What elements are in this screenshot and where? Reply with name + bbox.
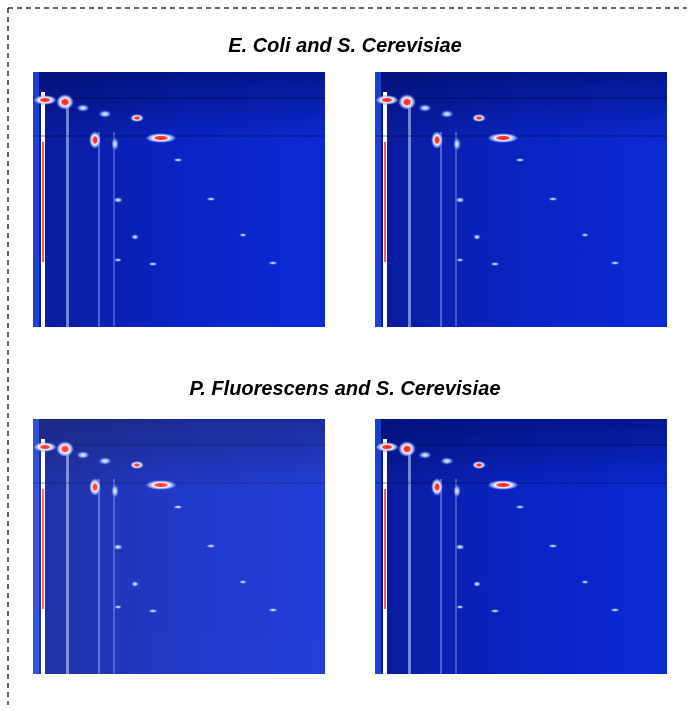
heatmap — [33, 72, 325, 327]
panel-title: E. Coli and S. Cerevisiae — [228, 35, 461, 57]
figure: E. Coli and S. Cerevisiae P. Fluorescens… — [0, 0, 687, 705]
heatmap — [33, 419, 325, 674]
heatmap — [375, 419, 667, 674]
heatmap — [375, 72, 667, 327]
panel-title: P. Fluorescens and S. Cerevisiae — [190, 378, 501, 400]
